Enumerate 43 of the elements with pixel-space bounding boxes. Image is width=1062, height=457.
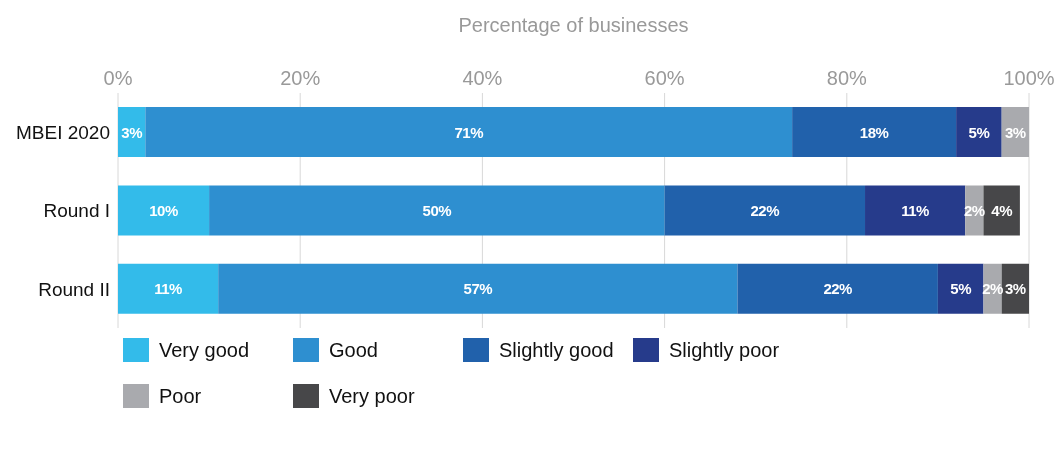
data-label: 3%: [121, 123, 143, 141]
y-tick-label: Round II: [38, 278, 110, 300]
x-tick-label: 60%: [644, 67, 685, 89]
data-label: 22%: [750, 201, 780, 219]
bar: [118, 263, 219, 314]
legend-label: Very poor: [329, 384, 415, 408]
data-label: 4%: [991, 201, 1013, 219]
legend-label: Poor: [159, 384, 202, 408]
data-label: 50%: [422, 201, 452, 219]
bar: [937, 263, 984, 314]
data-label: 22%: [823, 280, 853, 298]
data-label: 11%: [154, 280, 183, 298]
x-axis-title: Percentage of businesses: [458, 14, 689, 37]
x-tick-label: 20%: [280, 67, 321, 89]
data-label: 3%: [1004, 123, 1026, 141]
x-tick-label: 80%: [826, 67, 868, 89]
legend-label: Slightly good: [499, 338, 614, 362]
data-label: 5%: [950, 280, 972, 298]
bar: [865, 185, 966, 236]
legend-label: Good: [329, 338, 378, 362]
bar: [118, 185, 210, 236]
bar: [956, 107, 1002, 158]
y-tick-label: MBEI 2020: [16, 121, 110, 143]
data-label: 18%: [859, 123, 889, 141]
legend-label: Slightly poor: [669, 338, 780, 362]
data-label: 71%: [454, 123, 484, 141]
bar: [664, 185, 866, 236]
data-label: 10%: [149, 201, 178, 219]
y-tick-label: Round I: [43, 200, 110, 222]
data-label: 3%: [1004, 280, 1026, 298]
x-tick-label: 0%: [103, 67, 133, 89]
data-label: 11%: [901, 201, 930, 219]
bar: [983, 185, 1020, 236]
legend-label: Very good: [159, 338, 250, 362]
bar: [209, 185, 665, 236]
bar: [792, 107, 957, 158]
data-label: 57%: [463, 280, 493, 298]
bar: [737, 263, 938, 314]
bar: [218, 263, 738, 314]
x-tick-label: 40%: [462, 67, 503, 89]
bar: [145, 107, 793, 158]
x-tick-label: 100%: [1003, 67, 1055, 89]
data-label: 5%: [968, 123, 990, 141]
